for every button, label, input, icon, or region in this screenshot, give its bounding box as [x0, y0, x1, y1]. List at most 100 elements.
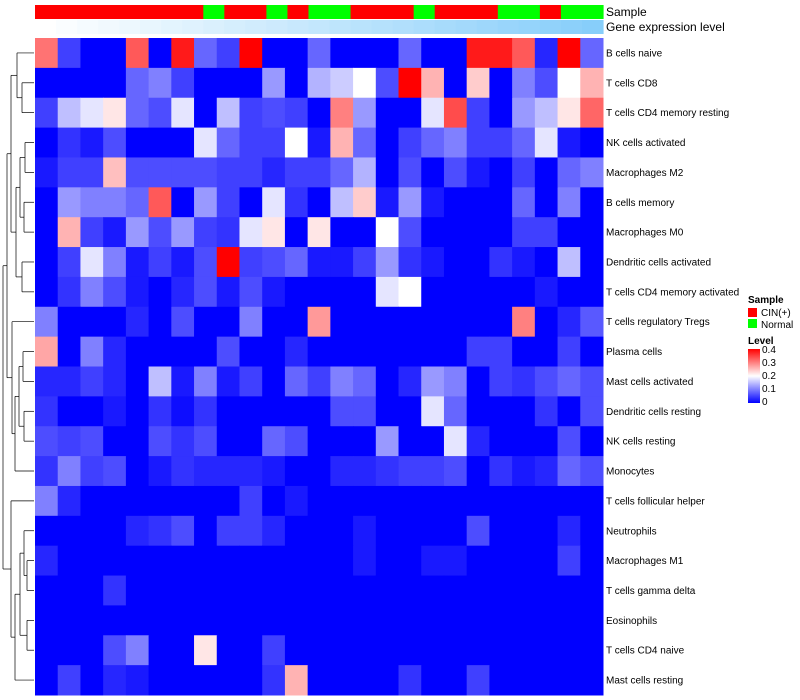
gene-expression-annotation-cell — [245, 20, 268, 34]
sample-annotation-cell — [392, 5, 415, 19]
heatmap-cell — [512, 605, 536, 636]
heatmap-cell — [534, 396, 559, 427]
legend-level-title: Level — [748, 336, 774, 347]
gene-expression-annotation-cell — [581, 20, 604, 34]
heatmap-cell — [125, 515, 150, 547]
heatmap-cell — [512, 336, 536, 367]
heatmap-cell — [103, 157, 127, 188]
heatmap-cell — [375, 485, 400, 517]
heatmap-cell — [330, 336, 354, 367]
heatmap-cell — [375, 157, 400, 188]
heatmap-cell — [330, 545, 354, 577]
heatmap-cell — [398, 366, 422, 397]
heatmap-cell — [80, 336, 104, 367]
heatmap-cell — [557, 336, 581, 367]
gene-expression-annotation-cell — [329, 20, 352, 34]
row-label: Monocytes — [606, 467, 654, 478]
heatmap-cell — [353, 396, 377, 427]
heatmap-cell — [307, 276, 331, 308]
heatmap-cell — [375, 396, 400, 427]
row-label: Neutrophils — [606, 526, 657, 537]
heatmap-cell — [443, 38, 468, 69]
heatmap-cell — [194, 635, 218, 666]
sample-annotation-cell — [98, 5, 120, 19]
heatmap-cell — [194, 97, 218, 129]
sample-annotation-cell — [581, 5, 604, 19]
sample-annotation-cell — [476, 5, 499, 19]
heatmap-cell — [353, 247, 377, 278]
heatmap-cell — [148, 217, 172, 248]
heatmap-cell — [398, 276, 422, 308]
heatmap-cell — [443, 515, 468, 547]
heatmap-cell — [35, 157, 59, 188]
heatmap-cell — [489, 366, 513, 397]
heatmap-cell — [262, 575, 286, 606]
heatmap-cell — [534, 276, 559, 308]
heatmap-cell — [375, 426, 400, 457]
heatmap-cell — [353, 336, 377, 367]
row-labels: B cells naive T cells CD8 T cells CD4 memo… — [606, 48, 739, 686]
heatmap-cell — [534, 456, 559, 487]
heatmap-cell — [284, 575, 309, 606]
heatmap-cell — [35, 217, 59, 248]
heatmap-cell — [103, 67, 127, 99]
heatmap-cell — [330, 67, 354, 99]
heatmap-cell — [557, 276, 581, 308]
sample-annotation-cell — [497, 5, 520, 19]
heatmap-cell — [125, 396, 150, 427]
heatmap-cell — [353, 545, 377, 577]
heatmap-cell — [239, 187, 263, 218]
heatmap-cell — [216, 247, 240, 278]
heatmap-cell — [35, 485, 59, 517]
heatmap-cell — [489, 426, 513, 457]
gene-expression-annotation-cell — [98, 20, 120, 34]
heatmap-cell — [421, 575, 445, 606]
heatmap-cell — [57, 485, 81, 517]
heatmap-cell — [262, 217, 286, 248]
heatmap-cell — [262, 485, 286, 517]
heatmap-cell — [489, 247, 513, 278]
heatmap-cell — [375, 217, 400, 248]
heatmap-cell — [284, 545, 309, 577]
heatmap-cell — [262, 187, 286, 218]
heatmap-cell — [171, 665, 195, 696]
heatmap-cell — [557, 396, 581, 427]
heatmap-cell — [353, 515, 377, 547]
heatmap-cell — [421, 217, 445, 248]
heatmap-cell — [239, 336, 263, 367]
heatmap-cell — [330, 276, 354, 308]
heatmap-cell — [148, 456, 172, 487]
heatmap-cell — [148, 38, 172, 69]
heatmap-cell — [262, 515, 286, 547]
heatmap-cell — [421, 187, 445, 218]
heatmap-cell — [489, 575, 513, 606]
heatmap-cell — [216, 605, 240, 636]
heatmap-cell — [103, 515, 127, 547]
sample-annotation-cell — [518, 5, 541, 19]
heatmap-cell — [443, 456, 468, 487]
heatmap-cell — [216, 366, 240, 397]
heatmap-cell — [103, 366, 127, 397]
heatmap-cell — [284, 67, 309, 99]
heatmap-cell — [171, 575, 195, 606]
heatmap-cell — [580, 187, 604, 218]
heatmap-cell — [375, 366, 400, 397]
heatmap-cell — [239, 515, 263, 547]
gene-expression-annotation-cell — [77, 20, 99, 34]
legend-label-cin: CIN(+) — [761, 308, 791, 319]
heatmap-cell — [580, 575, 604, 606]
heatmap-cell — [557, 127, 581, 158]
heatmap-cell — [421, 605, 445, 636]
heatmap-cell — [103, 665, 127, 696]
heatmap-cell — [194, 366, 218, 397]
heatmap-cell — [489, 157, 513, 188]
heatmap-cell — [125, 276, 150, 308]
heatmap-cell — [375, 545, 400, 577]
heatmap-cell — [375, 605, 400, 636]
heatmap-cell — [580, 276, 604, 308]
heatmap-cell — [284, 485, 309, 517]
heatmap-cell — [330, 247, 354, 278]
heatmap-cell — [580, 217, 604, 248]
heatmap-cell — [57, 157, 81, 188]
heatmap-cell — [307, 217, 331, 248]
